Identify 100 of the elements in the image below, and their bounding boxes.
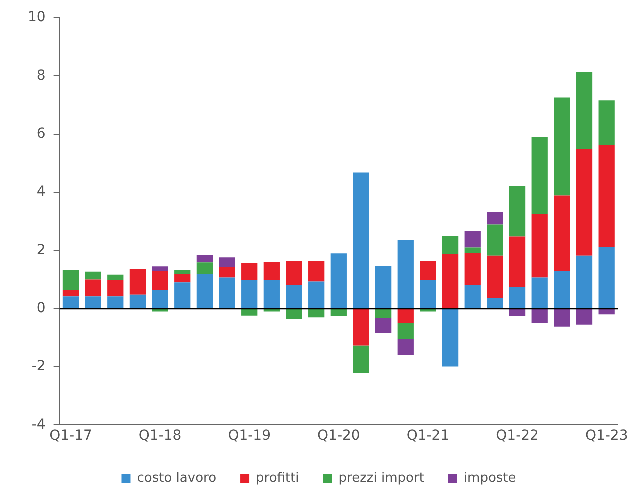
bar: [108, 296, 124, 308]
bar: [108, 280, 124, 297]
bar: [509, 236, 526, 288]
bar: [219, 267, 236, 278]
bar: [62, 270, 80, 290]
bar: [152, 271, 168, 290]
legend-label: costo lavoro: [137, 470, 217, 486]
bar: [353, 346, 370, 374]
bar: [308, 282, 325, 308]
bar: [598, 247, 615, 308]
bar: [554, 309, 570, 327]
bar: [308, 261, 325, 282]
bar: [108, 274, 124, 280]
bar: [420, 261, 436, 280]
bar: [264, 262, 280, 280]
bar: [219, 278, 236, 308]
y-tick-label: 2: [36, 242, 46, 258]
y-tick-label: -2: [32, 358, 46, 375]
bar: [62, 290, 80, 297]
bar: [196, 255, 214, 263]
x-tick-label: Q1-19: [228, 428, 271, 444]
bar: [598, 100, 615, 146]
bar: [598, 309, 615, 315]
bar: [196, 262, 214, 274]
legend-label: imposte: [464, 470, 516, 486]
bar: [509, 287, 526, 308]
y-tick-label: -4: [32, 416, 46, 433]
bar: [196, 274, 214, 308]
bar: [464, 231, 481, 248]
x-tick-label: Q1-22: [496, 428, 539, 444]
bar: [130, 294, 146, 308]
bar: [576, 256, 593, 308]
x-tick-label: Q1-21: [406, 428, 450, 444]
bar: [152, 266, 168, 272]
bar: [487, 212, 504, 225]
bar: [532, 278, 548, 308]
legend-label: profitti: [256, 470, 300, 486]
bar: [242, 280, 258, 308]
bar: [85, 296, 102, 308]
bar: [420, 280, 436, 308]
bar: [398, 309, 414, 324]
bar: [554, 271, 570, 308]
bar: [554, 196, 570, 272]
bar: [152, 309, 168, 312]
bar: [576, 309, 593, 325]
y-tick-label: 10: [28, 10, 46, 26]
bar: [286, 285, 302, 308]
bar: [242, 263, 258, 280]
bar: [532, 214, 548, 278]
bar: [442, 309, 459, 367]
y-tick-label: 6: [36, 126, 46, 142]
bar: [398, 240, 414, 308]
bar: [487, 298, 504, 308]
bar: [174, 274, 191, 283]
bar: [509, 186, 526, 237]
bar: [286, 309, 302, 320]
bar: [174, 282, 191, 308]
bar: [85, 280, 102, 297]
bar: [264, 309, 280, 312]
bar: [375, 318, 392, 333]
bar: [353, 309, 370, 346]
legend-label: prezzi import: [338, 470, 424, 486]
x-tick-label: Q1-23: [585, 428, 628, 444]
bar: [464, 253, 481, 286]
bar: [152, 290, 168, 308]
bar: [576, 72, 593, 150]
bar: [576, 149, 593, 256]
bar: [330, 309, 347, 316]
bar: [330, 254, 347, 308]
bar: [219, 258, 236, 268]
bar: [554, 98, 570, 196]
x-tick-label: Q1-20: [318, 428, 360, 444]
bar: [130, 269, 146, 295]
x-tick-label: Q1-18: [138, 428, 182, 444]
bar: [62, 296, 80, 308]
bar: [598, 145, 615, 248]
bar: [442, 236, 459, 254]
bar: [286, 261, 302, 286]
y-tick-label: 4: [36, 184, 46, 200]
bar: [442, 254, 459, 308]
bar: [308, 309, 325, 318]
bar: [487, 224, 504, 256]
bar: [242, 309, 258, 316]
bar: [174, 270, 191, 274]
bar: [464, 248, 481, 254]
bar: [353, 172, 370, 308]
x-tick-label: Q1-17: [50, 428, 92, 444]
y-tick-label: 0: [36, 300, 46, 316]
bar: [420, 309, 436, 312]
bar: [532, 137, 548, 214]
bar: [375, 266, 392, 308]
bar: [509, 309, 526, 316]
bar: [487, 256, 504, 298]
bar: [264, 280, 280, 308]
y-tick-label: 8: [36, 68, 46, 84]
bar: [375, 309, 392, 318]
bar: [398, 339, 414, 356]
bar: [398, 323, 414, 340]
bar: [532, 309, 548, 324]
bar: [85, 272, 102, 280]
